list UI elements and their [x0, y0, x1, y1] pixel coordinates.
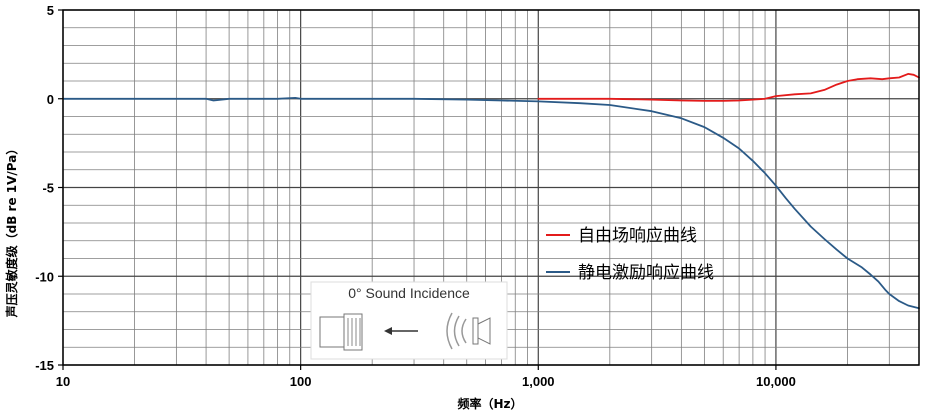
x-axis-title: 频率（Hz） — [457, 396, 522, 411]
y-tick-label: -15 — [35, 358, 54, 373]
sound-incidence-inset: 0° Sound Incidence — [310, 281, 508, 360]
series-line-electrostatic — [62, 97, 920, 310]
speaker-icon — [446, 312, 491, 350]
legend-label-free-field: 自由场响应曲线 — [578, 226, 697, 246]
arrow-left-icon — [384, 327, 418, 335]
axes: 10 100 1,000 10,000 5 0 -5 -10 -15 — [35, 3, 920, 389]
legend-item-electrostatic: 静电激励响应曲线 — [546, 263, 714, 283]
y-tick-label: -5 — [42, 181, 54, 196]
y-tick-label: 5 — [47, 3, 54, 18]
grid — [62, 9, 920, 366]
series-layer — [62, 73, 920, 310]
x-tick-label: 10 — [56, 374, 70, 389]
x-tick-label: 100 — [290, 374, 312, 389]
y-axis-title: 声压灵敏度级（dB re 1V/Pa） — [4, 143, 19, 319]
legend-label-electrostatic: 静电激励响应曲线 — [578, 263, 714, 283]
x-tick-label: 10,000 — [756, 374, 796, 389]
x-tick-label: 1,000 — [522, 374, 555, 389]
legend-item-free-field: 自由场响应曲线 — [546, 226, 697, 246]
y-tick-label: 0 — [47, 92, 54, 107]
series-line-free-field — [537, 73, 920, 102]
legend: 自由场响应曲线 静电激励响应曲线 — [546, 226, 714, 283]
inset-title: 0° Sound Incidence — [348, 285, 470, 301]
y-tick-label: -10 — [35, 269, 54, 284]
microphone-icon — [319, 313, 363, 351]
